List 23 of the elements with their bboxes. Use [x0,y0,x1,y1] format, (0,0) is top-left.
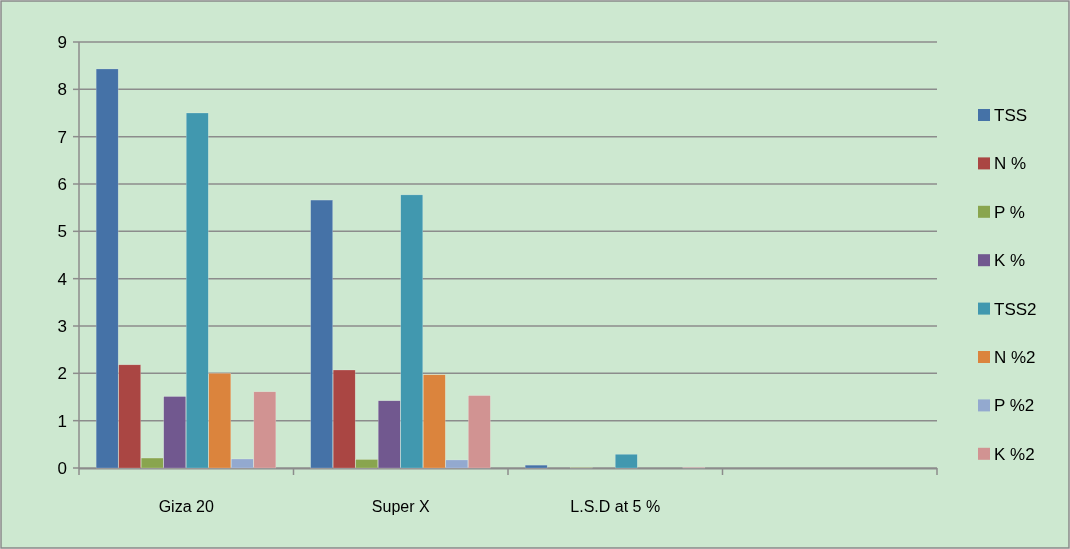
y-tick-label: 6 [57,174,67,194]
legend-label: TSS [994,105,1028,125]
legend-label: N %2 [994,347,1036,367]
legend-label: P % [994,202,1025,222]
legend-label: P %2 [994,396,1035,416]
y-tick-label: 8 [57,80,67,100]
bar [524,464,548,469]
y-tick-label: 1 [57,411,67,431]
y-tick-label: 3 [57,316,67,336]
y-tick-label: 0 [57,458,67,478]
y-tick-label: 5 [57,222,67,242]
y-tick-label: 2 [57,364,67,384]
legend-label: K %2 [994,444,1035,464]
y-tick-label: 7 [57,127,67,147]
y-tick-label: 9 [57,32,67,52]
legend-label: K % [994,251,1026,271]
x-tick-label: Giza 20 [158,498,214,515]
x-tick-label: L.S.D at 5 % [570,498,661,515]
x-tick-label: Super X [371,498,430,515]
legend-label: TSS2 [994,299,1037,319]
legend-label: N % [994,154,1027,174]
y-tick-label: 4 [57,269,67,289]
bar [615,454,638,469]
